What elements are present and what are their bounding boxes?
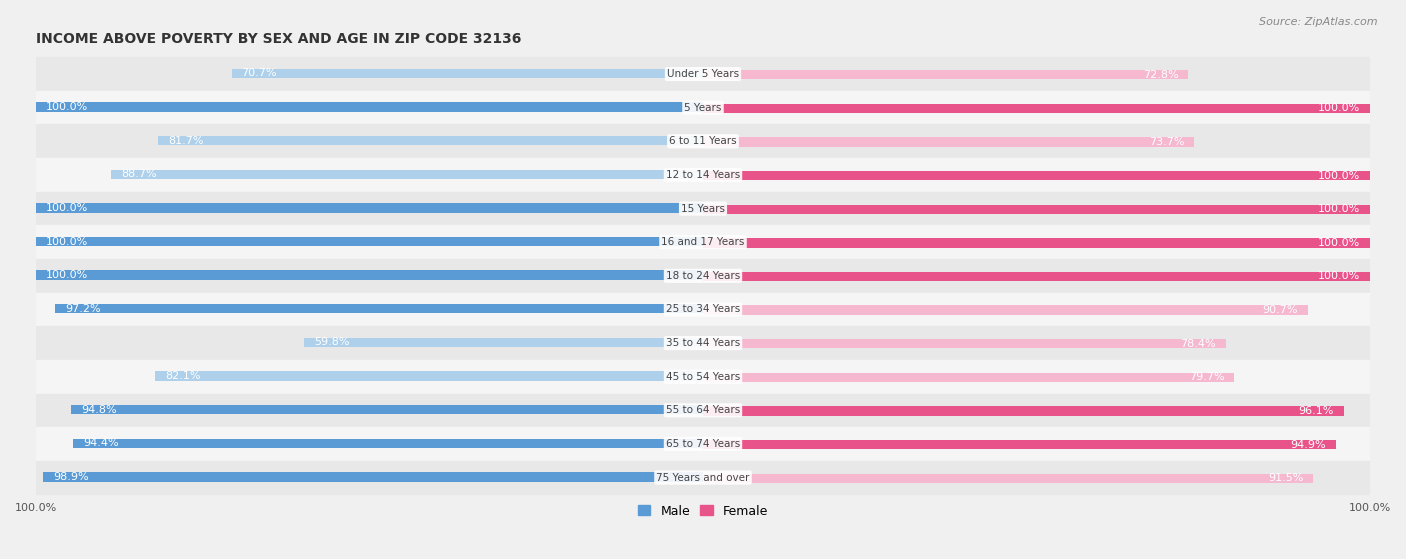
Text: 94.9%: 94.9%: [1291, 439, 1326, 449]
Bar: [37, 57, 1369, 91]
Bar: [37, 102, 703, 112]
Bar: [703, 171, 1369, 181]
Text: 72.8%: 72.8%: [1143, 70, 1178, 80]
Bar: [156, 371, 703, 381]
Bar: [703, 238, 1369, 248]
Text: 16 and 17 Years: 16 and 17 Years: [661, 237, 745, 247]
Text: 100.0%: 100.0%: [46, 270, 89, 280]
Bar: [703, 103, 1369, 113]
Text: 45 to 54 Years: 45 to 54 Years: [666, 372, 740, 382]
Bar: [703, 373, 1234, 382]
Bar: [703, 406, 1344, 416]
Text: 90.7%: 90.7%: [1263, 305, 1298, 315]
Text: 79.7%: 79.7%: [1189, 372, 1225, 382]
Bar: [703, 205, 1369, 214]
Text: 5 Years: 5 Years: [685, 103, 721, 113]
Bar: [157, 136, 703, 145]
Bar: [70, 405, 703, 414]
Text: 96.1%: 96.1%: [1299, 406, 1334, 416]
Text: 35 to 44 Years: 35 to 44 Years: [666, 338, 740, 348]
Text: 81.7%: 81.7%: [169, 136, 204, 146]
Bar: [703, 305, 1308, 315]
Text: 55 to 64 Years: 55 to 64 Years: [666, 405, 740, 415]
Text: 25 to 34 Years: 25 to 34 Years: [666, 305, 740, 315]
Bar: [304, 338, 703, 347]
Bar: [37, 326, 1369, 360]
Bar: [73, 439, 703, 448]
Bar: [37, 203, 703, 212]
Bar: [37, 158, 1369, 192]
Text: 78.4%: 78.4%: [1180, 339, 1216, 349]
Bar: [44, 472, 703, 482]
Text: 88.7%: 88.7%: [121, 169, 157, 179]
Bar: [37, 271, 703, 280]
Text: 94.4%: 94.4%: [83, 438, 120, 448]
Bar: [703, 272, 1369, 281]
Bar: [37, 237, 703, 246]
Bar: [111, 169, 703, 179]
Text: 18 to 24 Years: 18 to 24 Years: [666, 271, 740, 281]
Text: 100.0%: 100.0%: [46, 203, 89, 213]
Bar: [37, 91, 1369, 125]
Bar: [37, 125, 1369, 158]
Text: 100.0%: 100.0%: [1317, 204, 1360, 214]
Text: 82.1%: 82.1%: [166, 371, 201, 381]
Text: 91.5%: 91.5%: [1268, 473, 1303, 484]
Bar: [55, 304, 703, 314]
Text: INCOME ABOVE POVERTY BY SEX AND AGE IN ZIP CODE 32136: INCOME ABOVE POVERTY BY SEX AND AGE IN Z…: [37, 32, 522, 46]
Text: 98.9%: 98.9%: [53, 472, 89, 482]
Bar: [703, 70, 1188, 79]
Bar: [37, 225, 1369, 259]
Bar: [37, 427, 1369, 461]
Text: 100.0%: 100.0%: [1317, 103, 1360, 113]
Text: 15 Years: 15 Years: [681, 203, 725, 214]
Text: 100.0%: 100.0%: [46, 102, 89, 112]
Text: Source: ZipAtlas.com: Source: ZipAtlas.com: [1260, 17, 1378, 27]
Text: 100.0%: 100.0%: [46, 236, 89, 247]
Text: 75 Years and over: 75 Years and over: [657, 472, 749, 482]
Bar: [703, 440, 1336, 449]
Text: Under 5 Years: Under 5 Years: [666, 69, 740, 79]
Text: 100.0%: 100.0%: [1317, 170, 1360, 181]
Legend: Male, Female: Male, Female: [633, 500, 773, 523]
Bar: [37, 360, 1369, 394]
Text: 59.8%: 59.8%: [314, 338, 350, 347]
Bar: [703, 339, 1226, 348]
Bar: [37, 192, 1369, 225]
Bar: [37, 394, 1369, 427]
Text: 65 to 74 Years: 65 to 74 Years: [666, 439, 740, 449]
Bar: [37, 259, 1369, 292]
Text: 73.7%: 73.7%: [1149, 137, 1184, 147]
Text: 100.0%: 100.0%: [1317, 238, 1360, 248]
Text: 6 to 11 Years: 6 to 11 Years: [669, 136, 737, 146]
Bar: [232, 69, 703, 78]
Bar: [703, 473, 1313, 483]
Text: 70.7%: 70.7%: [242, 68, 277, 78]
Text: 97.2%: 97.2%: [65, 304, 100, 314]
Bar: [703, 138, 1195, 146]
Bar: [37, 461, 1369, 494]
Bar: [37, 292, 1369, 326]
Text: 100.0%: 100.0%: [1317, 272, 1360, 282]
Text: 94.8%: 94.8%: [80, 405, 117, 415]
Text: 12 to 14 Years: 12 to 14 Years: [666, 170, 740, 180]
